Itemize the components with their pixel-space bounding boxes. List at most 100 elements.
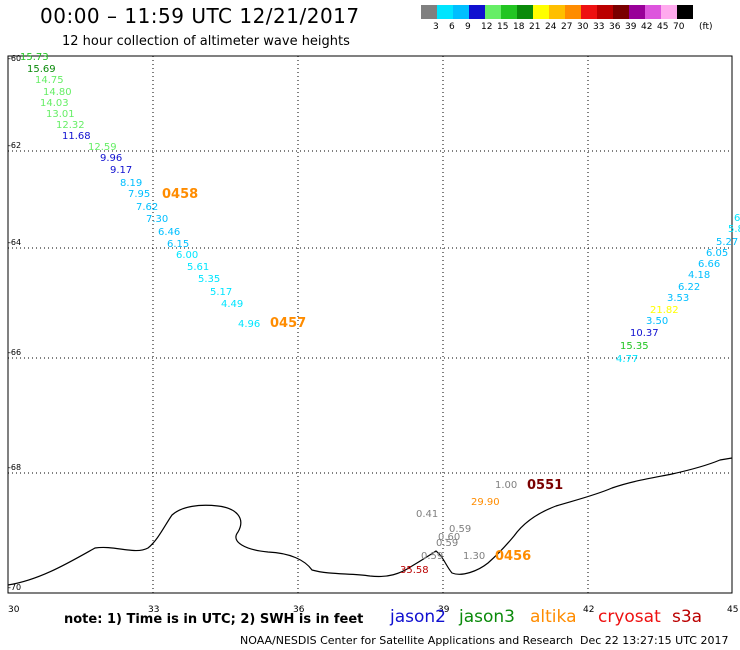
pass-time-label: 0551	[527, 478, 563, 493]
lon-tick-label: 42	[583, 605, 594, 615]
colorbar-tick-label: 18	[513, 22, 525, 32]
lat-tick-label: -70	[8, 583, 21, 592]
lon-tick-label: 33	[148, 605, 159, 615]
colorbar-swatch	[437, 5, 453, 19]
swh-value: 0.59	[436, 538, 458, 549]
swh-value: 5.8	[728, 224, 740, 235]
colorbar-tick-label: 42	[641, 22, 653, 32]
colorbar-tick-label: 6	[449, 22, 455, 32]
satellite-cryosat: cryosat	[598, 607, 661, 627]
colorbar-swatch	[661, 5, 677, 19]
lon-tick-label: 39	[438, 605, 450, 615]
colorbar-unit-label: (ft)	[699, 22, 713, 32]
swh-value: 7.62	[136, 202, 158, 213]
colorbar-swatch	[517, 5, 533, 19]
swh-value: 15.35	[620, 341, 649, 352]
units-note: note: 1) Time is in UTC; 2) SWH is in fe…	[64, 612, 364, 627]
swh-value: 0.60	[438, 532, 460, 543]
colorbar-swatch	[421, 5, 437, 19]
map-title: 00:00 – 11:59 UTC 12/21/2017	[40, 4, 360, 28]
swh-value: 3.53	[667, 293, 689, 304]
colorbar-tick-label: 30	[577, 22, 589, 32]
lat-tick-label: -66	[8, 348, 21, 357]
swh-value: 6	[734, 213, 740, 224]
swh-value: 15.69	[27, 64, 56, 75]
wave-height-colorbar	[421, 5, 693, 19]
colorbar-tick-label: 45	[657, 22, 669, 32]
lat-tick-label: -64	[8, 238, 21, 247]
swh-value: 6.66	[698, 259, 720, 270]
swh-value: 13.01	[46, 109, 75, 120]
colorbar-tick-label: 12	[481, 22, 493, 32]
swh-value: 12.32	[56, 120, 85, 131]
swh-value: 5.27	[716, 237, 738, 248]
colorbar-swatch	[677, 5, 693, 19]
swh-value: 4.49	[221, 299, 243, 310]
swh-value: 6.22	[678, 282, 700, 293]
colorbar-tick-label: 39	[625, 22, 637, 32]
map-frame	[7, 55, 733, 594]
colorbar-tick-label: 21	[529, 22, 541, 32]
colorbar-swatch	[533, 5, 549, 19]
swh-value: 5.61	[187, 262, 209, 273]
satellite-jason2: jason2	[390, 607, 446, 627]
colorbar-swatch	[565, 5, 581, 19]
colorbar-swatch	[453, 5, 469, 19]
swh-value: 5.17	[210, 287, 232, 298]
swh-value: 6.05	[706, 248, 728, 259]
swh-value: 12.59	[88, 142, 117, 153]
swh-value: 8.19	[120, 178, 142, 189]
colorbar-swatch	[581, 5, 597, 19]
swh-value: 3.50	[646, 316, 668, 327]
swh-value: 1.30	[463, 551, 485, 562]
map-subtitle: 12 hour collection of altimeter wave hei…	[62, 34, 350, 49]
swh-value: 14.03	[40, 98, 69, 109]
colorbar-tick-label: 70	[673, 22, 685, 32]
lon-tick-label: 45	[727, 605, 738, 615]
swh-value: 1.00	[495, 480, 517, 491]
lon-tick-label: 30	[8, 605, 20, 615]
pass-time-label: 0456	[495, 549, 531, 564]
colorbar-tick-label: 15	[497, 22, 509, 32]
swh-value: 5.35	[198, 274, 220, 285]
satellite-s3a: s3a	[672, 607, 703, 627]
lat-tick-label: -62	[8, 141, 21, 150]
colorbar-tick-label: 24	[545, 22, 557, 32]
colorbar-tick-label: 3	[433, 22, 439, 32]
lat-tick-label: -60	[8, 54, 21, 63]
colorbar-tick-label: 27	[561, 22, 573, 32]
swh-value: 4.77	[616, 354, 638, 365]
swh-value: 0.59	[421, 551, 443, 562]
swh-value: 0.41	[416, 509, 438, 520]
footer-timestamp: Dec 22 13:27:15 UTC 2017	[580, 634, 729, 647]
colorbar-swatch	[485, 5, 501, 19]
swh-value: 6.15	[167, 239, 189, 250]
swh-value: 35.58	[400, 565, 429, 576]
swh-value: 0.59	[449, 524, 471, 535]
swh-value: 4.18	[688, 270, 710, 281]
swh-value: 11.68	[62, 131, 91, 142]
swh-value: 10.37	[630, 328, 659, 339]
colorbar-tick-label: 36	[609, 22, 621, 32]
lon-tick-label: 36	[293, 605, 305, 615]
swh-value: 21.82	[650, 305, 679, 316]
colorbar-swatch	[501, 5, 517, 19]
swh-value: 6.46	[158, 227, 180, 238]
swh-value: 9.96	[100, 153, 122, 164]
satellite-altika: altika	[530, 607, 577, 627]
swh-value: 7.30	[146, 214, 168, 225]
footer-credit: NOAA/NESDIS Center for Satellite Applica…	[240, 634, 574, 647]
swh-value: 14.75	[35, 75, 64, 86]
swh-value: 29.90	[471, 497, 500, 508]
swh-value: 7.95	[128, 189, 150, 200]
colorbar-swatch	[613, 5, 629, 19]
colorbar-swatch	[549, 5, 565, 19]
swh-value: 15.73	[20, 52, 49, 63]
colorbar-swatch	[645, 5, 661, 19]
swh-value: 4.96	[238, 319, 260, 330]
colorbar-swatch	[597, 5, 613, 19]
pass-time-label: 0458	[162, 187, 198, 202]
colorbar-tick-label: 9	[465, 22, 471, 32]
